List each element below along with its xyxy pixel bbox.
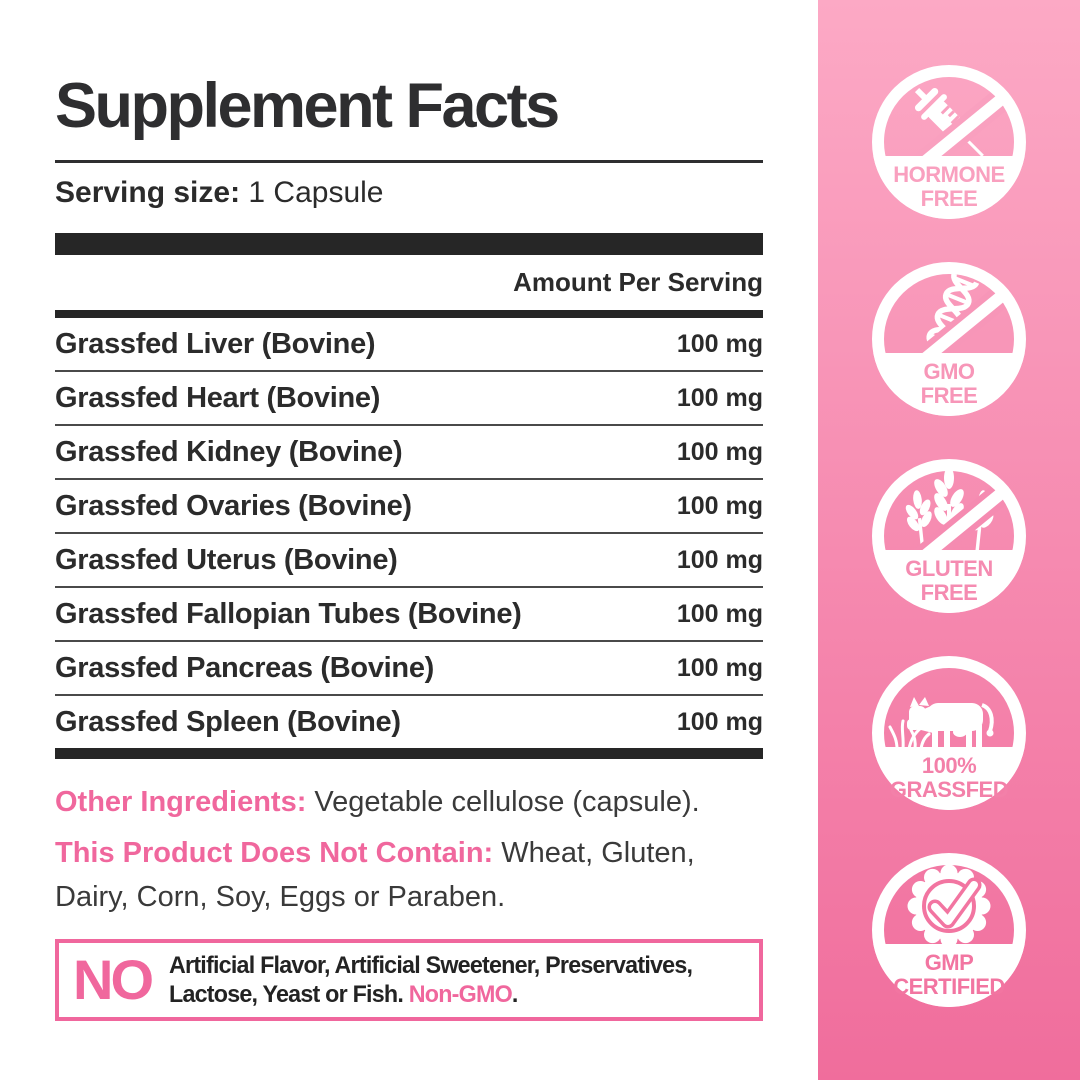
grass-icon <box>888 719 931 751</box>
badge-ring <box>872 459 1026 613</box>
table-row: Grassfed Liver (Bovine) 100 mg <box>55 318 763 372</box>
does-not-contain-label: This Product Does Not Contain: <box>55 837 502 869</box>
non-gmo-highlight: Non-GMO <box>408 981 513 1008</box>
badge-100-grassfed: 100% GRASSFED <box>869 653 1029 813</box>
ingredient-name: Grassfed Fallopian Tubes (Bovine) <box>55 597 522 630</box>
badge-graphic <box>872 65 1026 219</box>
does-not-contain-line: This Product Does Not Contain: Wheat, Gl… <box>55 831 763 919</box>
badge-label-line1: GLUTEN <box>905 556 993 581</box>
ingredient-name: Grassfed Heart (Bovine) <box>55 381 381 414</box>
ingredient-name: Grassfed Spleen (Bovine) <box>55 705 401 738</box>
badge-label-line1: GMO <box>923 359 975 384</box>
ingredient-amount: 100 mg <box>676 545 763 574</box>
other-ingredients-label: Other Ingredients: <box>55 786 315 818</box>
table-row: Grassfed Fallopian Tubes (Bovine) 100 mg <box>55 588 763 642</box>
badge-gmp-certified: GMP CERTIFIED <box>869 850 1029 1010</box>
table-row: Grassfed Uterus (Bovine) 100 mg <box>55 534 763 588</box>
badge-ring <box>872 65 1026 219</box>
ingredient-amount: 100 mg <box>676 437 763 466</box>
badge-gluten-free: GLUTEN FREE <box>869 456 1029 616</box>
badge-ring <box>872 853 1026 1007</box>
badge-label-line2: FREE <box>920 580 978 605</box>
badge-graphic <box>872 262 1026 416</box>
table-bottom-bar <box>55 748 763 759</box>
ingredient-name: Grassfed Liver (Bovine) <box>55 327 376 360</box>
does-not-contain-value: Wheat, Gluten, Dairy, Corn, Soy, Eggs or… <box>55 837 695 913</box>
badge-ring <box>872 262 1026 416</box>
badge-label: GLUTEN FREE <box>869 557 1029 605</box>
ingredient-table: Grassfed Liver (Bovine) 100 mg Grassfed … <box>55 318 763 748</box>
badge-graphic <box>872 656 1026 810</box>
no-claims-line2: Lactose, Yeast or Fish. Non-GMO. <box>169 980 692 1009</box>
other-ingredients-line: Other Ingredients: Vegetable cellulose (… <box>55 781 763 823</box>
ingredient-amount: 100 mg <box>676 491 763 520</box>
badge-label-line1: GMP <box>924 950 974 975</box>
check-seal-icon <box>907 864 991 948</box>
badge-label-line2: CERTIFIED <box>893 974 1005 999</box>
no-claims-text: Artificial Flavor, Artificial Sweetener,… <box>169 951 693 1009</box>
no-claims-line1: Artificial Flavor, Artificial Sweetener,… <box>169 952 693 979</box>
badge-label-line2: FREE <box>920 383 978 408</box>
badge-ring <box>872 656 1026 810</box>
ingredient-amount: 100 mg <box>676 653 763 682</box>
no-claims-box: NO Artificial Flavor, Artificial Sweeten… <box>55 939 763 1021</box>
ingredient-amount: 100 mg <box>676 329 763 358</box>
no-word: NO <box>73 948 154 1011</box>
badge-label-line2: FREE <box>920 186 978 211</box>
cow-icon <box>907 697 994 749</box>
other-ingredients-value: Vegetable cellulose (capsule). <box>314 786 700 818</box>
ingredient-name: Grassfed Uterus (Bovine) <box>55 543 398 576</box>
no-claims-period: . <box>511 981 518 1008</box>
badge-label-line1: HORMONE <box>893 162 1005 187</box>
table-row: Grassfed Kidney (Bovine) 100 mg <box>55 426 763 480</box>
ingredient-amount: 100 mg <box>676 383 763 412</box>
page-title: Supplement Facts <box>55 71 560 141</box>
badge-label: GMO FREE <box>869 360 1029 408</box>
no-claims-line2-prefix: Lactose, Yeast or Fish. <box>169 981 409 1008</box>
medium-divider-bar <box>55 310 763 318</box>
amount-per-serving-header: Amount Per Serving <box>513 267 763 297</box>
badge-graphic <box>872 459 1026 613</box>
badge-hormone-free: HORMONE FREE <box>869 62 1029 222</box>
title-divider <box>55 160 763 163</box>
facts-panel: Supplement Facts Serving size: 1 Capsule… <box>55 0 763 1021</box>
table-row: Grassfed Heart (Bovine) 100 mg <box>55 372 763 426</box>
badge-graphic <box>872 853 1026 1007</box>
badge-sidebar: HORMONE FREE <box>818 0 1080 1080</box>
serving-size-line: Serving size: 1 Capsule <box>55 176 763 210</box>
badge-label: HORMONE FREE <box>869 163 1029 211</box>
ingredient-name: Grassfed Pancreas (Bovine) <box>55 651 435 684</box>
serving-size-value: 1 Capsule <box>248 176 384 209</box>
badge-label: 100% GRASSFED <box>869 754 1029 802</box>
thick-divider-bar <box>55 233 763 255</box>
ingredient-amount: 100 mg <box>676 707 763 736</box>
badge-label-line2: GRASSFED <box>889 777 1009 802</box>
ingredient-amount: 100 mg <box>676 599 763 628</box>
ingredient-name: Grassfed Kidney (Bovine) <box>55 435 403 468</box>
badge-label-line1: 100% <box>921 753 977 778</box>
table-row: Grassfed Ovaries (Bovine) 100 mg <box>55 480 763 534</box>
badge-label: GMP CERTIFIED <box>869 951 1029 999</box>
badge-gmo-free: GMO FREE <box>869 259 1029 419</box>
table-row: Grassfed Pancreas (Bovine) 100 mg <box>55 642 763 696</box>
ingredient-name: Grassfed Ovaries (Bovine) <box>55 489 412 522</box>
serving-size-label: Serving size: <box>55 176 249 209</box>
table-row: Grassfed Spleen (Bovine) 100 mg <box>55 696 763 748</box>
